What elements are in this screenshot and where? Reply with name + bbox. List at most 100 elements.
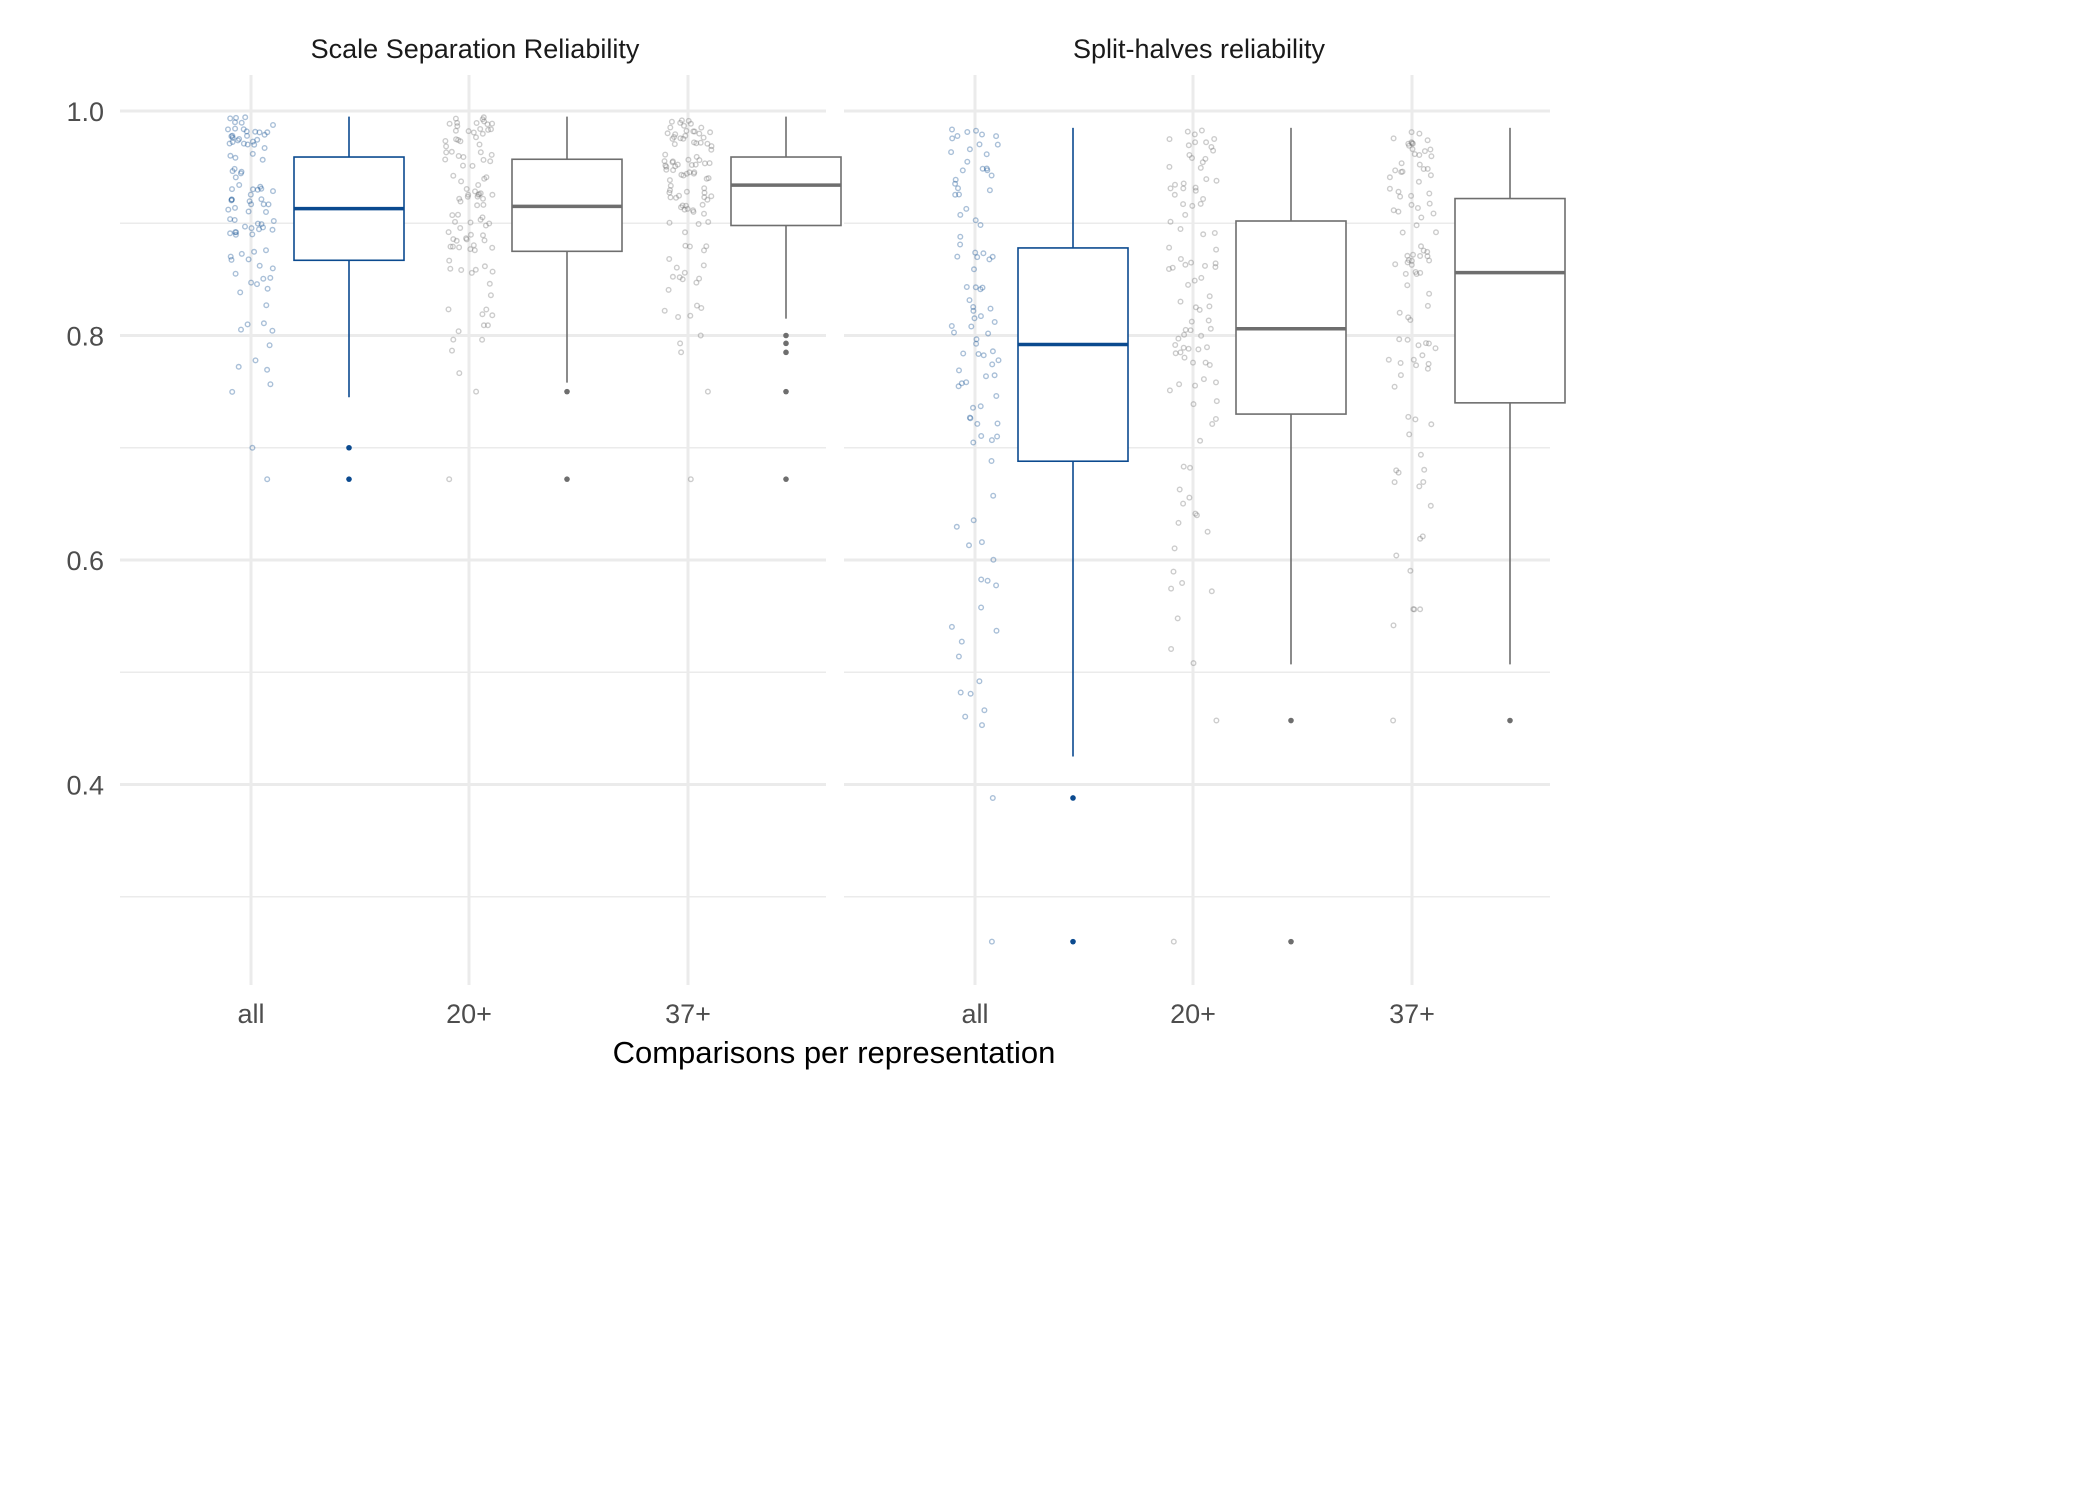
jitter-point: [1391, 479, 1398, 486]
jitter-point: [949, 126, 956, 133]
outlier-point: [783, 388, 789, 395]
jitter-point: [1189, 359, 1196, 366]
jitter-point: [1413, 271, 1420, 278]
jitter-point: [249, 186, 256, 193]
jitter-point: [989, 253, 996, 260]
jitter-point: [980, 250, 987, 257]
jitter-point: [1189, 202, 1196, 209]
jitter-point: [952, 191, 959, 198]
jitter-point: [677, 135, 684, 142]
jitter-point: [952, 176, 959, 183]
jitter-point: [463, 185, 470, 192]
jitter-point: [470, 129, 477, 136]
jitter-point: [452, 127, 459, 134]
jitter-point: [697, 332, 704, 339]
jitter-point: [1421, 466, 1428, 473]
jitter-point: [1424, 365, 1431, 372]
jitter-point: [1405, 413, 1412, 420]
jitter-point: [1177, 256, 1184, 263]
jitter-point: [978, 433, 985, 440]
jitter-point: [1392, 261, 1399, 268]
jitter-point: [1202, 359, 1209, 366]
jitter-point: [680, 135, 687, 142]
jitter-point: [669, 158, 676, 165]
jitter-point: [479, 130, 486, 137]
jitter-point: [1181, 354, 1188, 361]
jitter-point: [489, 120, 496, 127]
jitter-point: [1182, 326, 1189, 333]
jitter-point: [994, 141, 1001, 148]
jitter-point: [227, 253, 234, 260]
jitter-point: [703, 175, 710, 182]
outlier-point: [564, 476, 570, 482]
jitter-point: [988, 938, 995, 945]
jitter-point: [1386, 174, 1393, 181]
jitter-point: [455, 136, 462, 143]
jitter-point: [1180, 180, 1187, 187]
jitter-point: [456, 370, 463, 377]
jitter-point: [700, 262, 707, 269]
jitter-point: [242, 114, 249, 121]
jitter-point: [1198, 274, 1205, 281]
jitter-point: [977, 221, 984, 228]
jitter-point: [700, 134, 707, 141]
jitter-point: [485, 126, 492, 133]
jitter-point: [258, 221, 265, 228]
jitter-point: [481, 118, 488, 125]
jitter-point: [1410, 606, 1417, 613]
jitter-point: [972, 284, 979, 291]
jitter-point: [672, 131, 679, 138]
jitter-point: [468, 269, 475, 276]
jitter-point: [706, 160, 713, 167]
jitter-point: [480, 201, 487, 208]
jitter-point: [683, 170, 690, 177]
jitter-point: [260, 275, 267, 282]
jitter-point: [1399, 168, 1406, 175]
jitter-point: [1416, 130, 1423, 137]
jitter-point: [1177, 298, 1184, 305]
jitter-point: [701, 160, 708, 167]
iqr-box: [730, 156, 842, 227]
jitter-point: [1200, 231, 1207, 238]
jitter-point: [978, 539, 985, 546]
jitter-point: [258, 196, 265, 203]
jitter-point: [1404, 282, 1411, 289]
jitter-point: [236, 181, 243, 188]
jitter-point: [973, 336, 980, 343]
jitter-point: [690, 128, 697, 135]
jitter-point: [957, 211, 964, 218]
jitter-point: [1422, 340, 1429, 347]
jitter-point: [973, 127, 980, 134]
jitter-point: [678, 171, 685, 178]
jitter-point: [1188, 318, 1195, 325]
outlier-point: [1070, 938, 1076, 945]
jitter-point: [966, 297, 973, 304]
jitter-point: [232, 154, 239, 161]
jitter-point: [693, 153, 700, 160]
jitter-point: [948, 323, 955, 330]
jitter-point: [693, 279, 700, 286]
jitter-point: [954, 132, 961, 139]
jitter-point: [1390, 135, 1397, 142]
jitter-point: [1410, 356, 1417, 363]
jitter-point: [1426, 190, 1433, 197]
jitter-point: [450, 172, 457, 179]
jitter-point: [227, 152, 234, 159]
jitter-point: [696, 157, 703, 164]
jitter-point: [237, 326, 244, 333]
jitter-point: [691, 128, 698, 135]
jitter-point: [476, 191, 483, 198]
jitter-point: [1202, 155, 1209, 162]
jitter-point: [701, 247, 708, 254]
x-tick-label: 20+: [1170, 999, 1216, 1029]
jitter-point: [269, 226, 276, 233]
jitter-point: [229, 138, 236, 145]
jitter-point: [682, 132, 689, 139]
jitter-point: [447, 265, 454, 272]
jitter-point: [1417, 535, 1424, 542]
jitter-point: [1395, 188, 1402, 195]
jitter-point: [1416, 483, 1423, 490]
jitter-point: [994, 420, 1001, 427]
jitter-point: [989, 795, 996, 802]
jitter-point: [456, 195, 463, 202]
